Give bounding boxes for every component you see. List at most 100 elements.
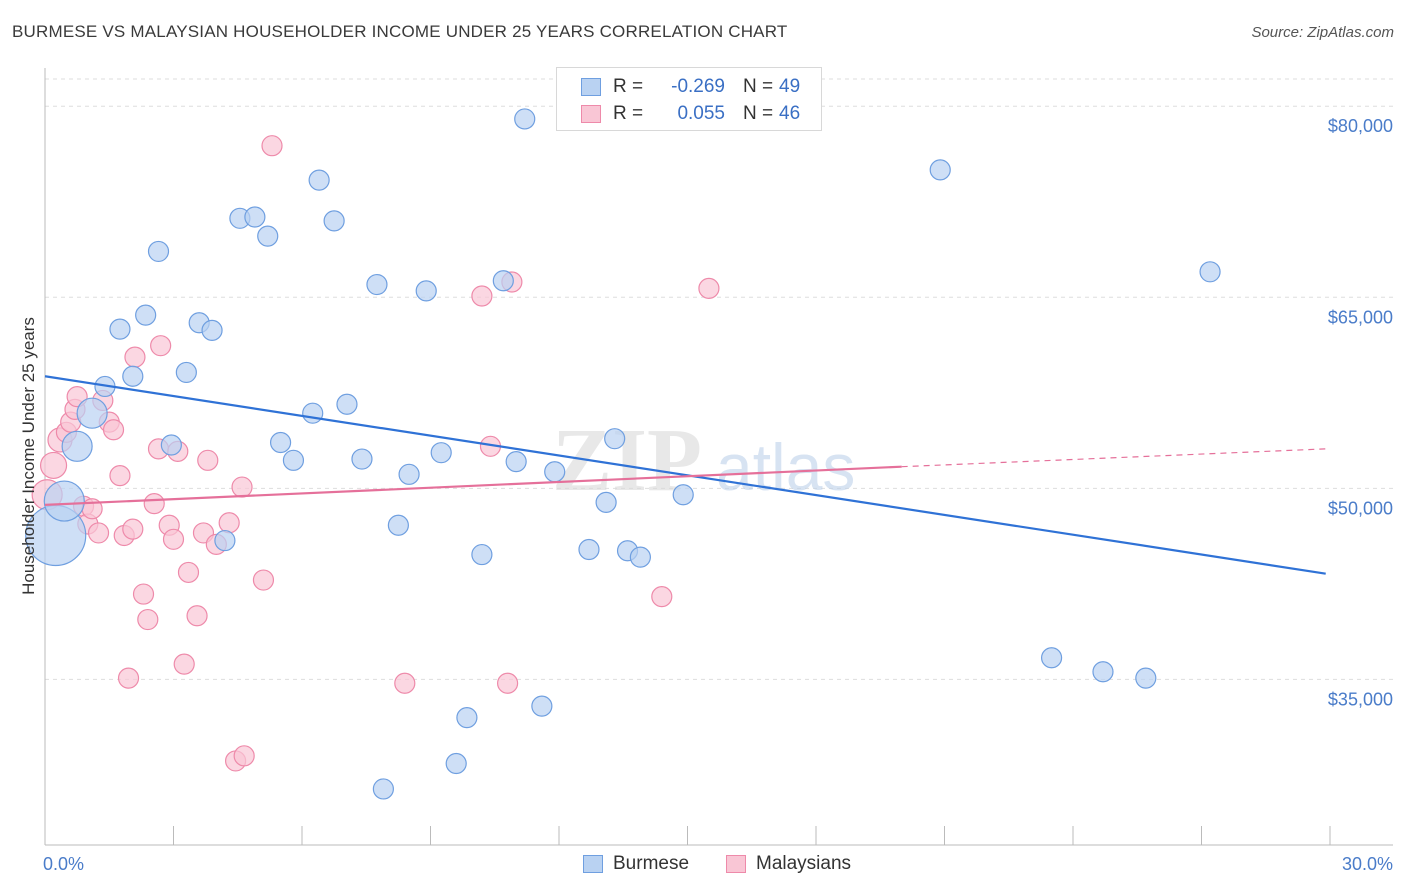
burmese-point (604, 428, 626, 450)
malaysian-point (197, 449, 219, 471)
burmese-point (323, 210, 345, 232)
burmese-point (456, 707, 478, 729)
malaysian-point (162, 528, 185, 550)
burmese-legend-label: Burmese (613, 853, 690, 874)
y-tick-label: $65,000 (1328, 307, 1393, 327)
burmese-point (492, 270, 514, 292)
malaysian-point (233, 745, 255, 767)
burmese-point (244, 206, 266, 228)
burmese-point (147, 240, 170, 263)
malaysian-point (177, 561, 200, 584)
x-tick-label: 30.0% (1342, 854, 1393, 874)
malaysian-point (651, 586, 673, 608)
n-value: 46 (779, 103, 801, 124)
burmese-point (544, 461, 566, 483)
r-value: -0.269 (671, 76, 725, 97)
burmese-point (1092, 661, 1114, 683)
n-value: 49 (779, 76, 801, 97)
malaysian-point (394, 672, 416, 694)
malaysian-point (117, 667, 140, 689)
source-label: Source: ZipAtlas.com (1251, 24, 1394, 41)
burmese-point (1040, 647, 1063, 669)
y-tick-label: $80,000 (1328, 116, 1393, 136)
malaysian-point (102, 419, 125, 441)
burmese-point (1199, 261, 1221, 283)
y-tick-labels: $35,000 $50,000 $65,000 $80,000 (1328, 116, 1393, 709)
malaysian-point (173, 653, 195, 675)
burmese-point (415, 280, 437, 302)
malaysian-point (497, 672, 519, 694)
watermark-atlas: atlas (716, 430, 855, 504)
legend-row-malaysian: R = 0.055 N = 46 (581, 102, 800, 126)
r-label: R = (613, 103, 644, 124)
burmese-point (514, 108, 536, 130)
malaysian-point (109, 465, 131, 487)
burmese-point (445, 752, 467, 775)
burmese-point (61, 430, 93, 462)
burmese-point (351, 448, 373, 470)
malaysian-point (39, 451, 68, 480)
burmese-point (175, 361, 197, 384)
burmese-point (135, 304, 157, 326)
malaysian-swatch (726, 855, 746, 873)
burmese-point (398, 463, 420, 485)
burmese-point (430, 442, 452, 464)
n-label: N = (743, 103, 774, 124)
burmese-point (578, 538, 600, 561)
malaysian-point (87, 522, 110, 544)
burmese-point (122, 365, 144, 387)
burmese-point (366, 273, 388, 296)
n-label: N = (743, 76, 774, 97)
burmese-point (1135, 667, 1157, 689)
burmese-point (302, 402, 324, 424)
malaysian-point (471, 285, 493, 307)
burmese-point (595, 491, 617, 513)
burmese-trend-line (44, 375, 1326, 575)
burmese-point (201, 319, 223, 341)
gridlines (45, 78, 1393, 680)
burmese-point (109, 318, 131, 340)
burmese-swatch (581, 78, 601, 96)
legend-row-burmese: R = -0.269 N = 49 (581, 75, 800, 99)
malaysian-point (122, 518, 144, 540)
y-tick-label: $35,000 (1328, 689, 1393, 709)
burmese-point (43, 480, 85, 522)
r-label: R = (613, 76, 644, 97)
malaysian-point (698, 277, 720, 299)
malaysian-legend-label: Malaysians (756, 853, 852, 874)
trend-lines (44, 375, 1326, 575)
burmese-point (269, 431, 292, 454)
malaysian-point (252, 569, 275, 591)
burmese-point (531, 695, 553, 717)
malaysian-point (231, 476, 253, 498)
correlation-legend: R = -0.269 N = 49 R = 0.055 N = 46 (556, 67, 822, 131)
burmese-point (471, 543, 493, 566)
r-value: 0.055 (677, 103, 725, 124)
x-tick-labels: 0.0% 30.0% (43, 854, 1393, 874)
malaysian-point (218, 512, 240, 534)
burmese-point (672, 484, 694, 506)
bottom-legend-malaysian: Malaysians (726, 852, 851, 876)
malaysian-trend-line (44, 465, 902, 507)
malaysian-point (132, 583, 155, 605)
burmese-point (282, 449, 305, 471)
chart-title: BURMESE VS MALAYSIAN HOUSEHOLDER INCOME … (12, 22, 788, 41)
malaysian-swatch (581, 105, 601, 123)
burmese-point (505, 450, 527, 473)
malaysian-point (261, 135, 283, 157)
burmese-point (336, 393, 358, 415)
malaysian-point (186, 605, 208, 627)
malaysian-point (124, 346, 146, 368)
burmese-point (76, 397, 108, 429)
burmese-point (629, 546, 651, 568)
malaysian-point (150, 335, 172, 357)
burmese-point (372, 778, 394, 800)
burmese-point (387, 514, 409, 536)
burmese-point (929, 159, 951, 181)
malaysian-point (137, 608, 159, 631)
x-tick-label: 0.0% (43, 854, 84, 874)
burmese-point (308, 169, 330, 191)
y-axis-label: Householder Income Under 25 years (19, 317, 38, 595)
burmese-point (160, 434, 182, 456)
